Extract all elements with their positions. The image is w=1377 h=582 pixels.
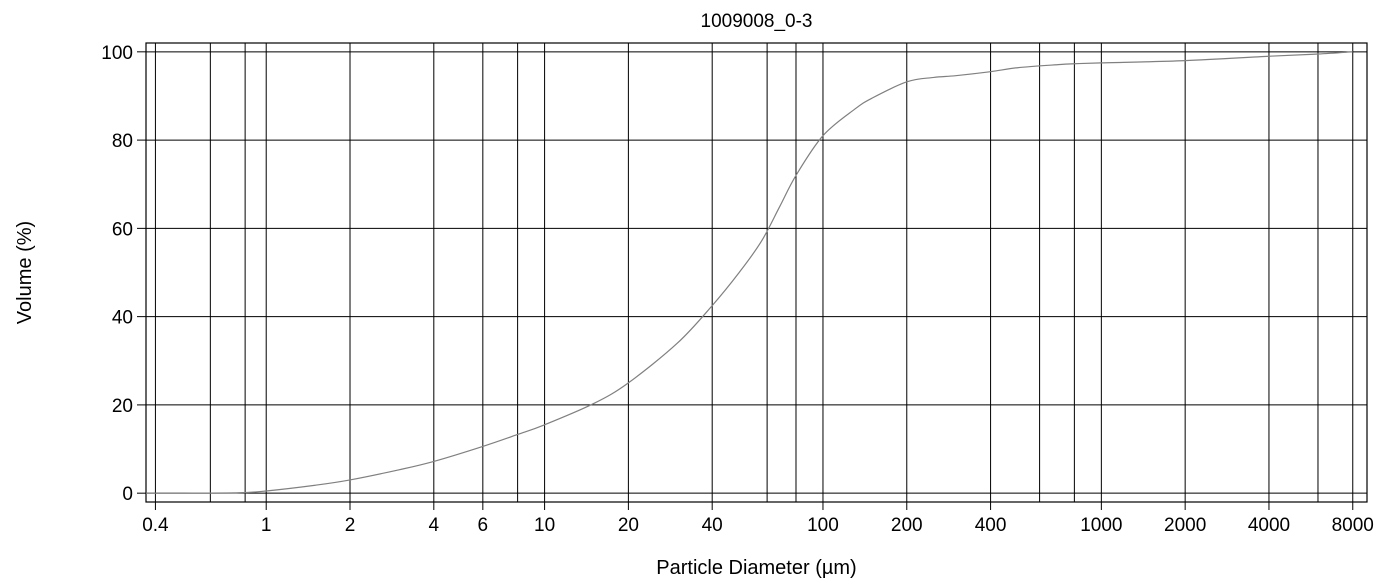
x-tick-label: 4 xyxy=(429,515,440,536)
x-tick-label: 1 xyxy=(261,515,272,536)
y-tick-label: 40 xyxy=(112,308,133,329)
x-tick-label: 6 xyxy=(478,515,489,536)
y-axis-title: Volume (%) xyxy=(14,221,36,324)
y-tick-label: 80 xyxy=(112,131,133,152)
chart-title: 1009008_0-3 xyxy=(701,11,813,32)
x-tick-label: 200 xyxy=(891,515,923,536)
x-tick-label: 4000 xyxy=(1248,515,1290,536)
x-tick-label: 10 xyxy=(534,515,555,536)
y-tick-label: 60 xyxy=(112,219,133,240)
y-tick-label: 0 xyxy=(122,484,133,505)
y-tick-label: 20 xyxy=(112,396,133,417)
x-tick-label: 20 xyxy=(618,515,639,536)
x-tick-label: 400 xyxy=(975,515,1007,536)
y-tick-label: 100 xyxy=(101,43,133,64)
x-tick-label: 1000 xyxy=(1080,515,1122,536)
cumulative-volume-line xyxy=(145,51,1353,494)
plot-frame xyxy=(145,42,1368,503)
series-layer xyxy=(145,51,1353,494)
tick-layer: 0.4 1 2 4 6 10 20 40 100 200 400 1000 2000 4000 8000 0 2… xyxy=(101,43,1374,536)
grid-layer xyxy=(146,43,1367,502)
x-tick-label: 2 xyxy=(345,515,356,536)
x-tick-label: 2000 xyxy=(1164,515,1206,536)
x-tick-label: 40 xyxy=(702,515,723,536)
x-tick-label: 8000 xyxy=(1332,515,1374,536)
x-axis-title: Particle Diameter (µm) xyxy=(656,557,856,579)
x-tick-label: 0.4 xyxy=(142,515,169,536)
x-tick-label: 100 xyxy=(807,515,839,536)
